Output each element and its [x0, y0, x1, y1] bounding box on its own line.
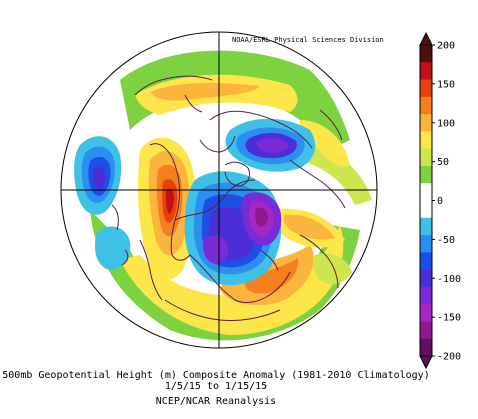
coastlines: [111, 75, 346, 321]
colorbar-swatch: [420, 62, 432, 81]
colorbar: 200 150 100 50 0 -50 -100 -150 -200: [419, 31, 461, 370]
colorbar-swatch: [420, 269, 432, 288]
colorbar-tick-label: 0: [437, 196, 443, 207]
colorbar-swatch: [420, 338, 432, 357]
colorbar-swatch: [420, 79, 432, 98]
colorbar-tick-label: -150: [437, 313, 461, 324]
colorbar-tick-label: 150: [437, 79, 455, 90]
colorbar-swatch: [420, 235, 432, 253]
credit-text: NOAA/ESRL Physical Sciences Division: [232, 36, 384, 44]
colorbar-swatch: [420, 200, 432, 219]
caption-line-1: 500mb Geopotential Height (m) Composite …: [2, 370, 429, 381]
graticule: [61, 32, 377, 348]
colorbar-tick-label: -100: [437, 274, 461, 285]
anomaly-field: [74, 50, 372, 341]
colorbar-tick-label: 50: [437, 157, 449, 168]
colorbar-bottom-arrow: [419, 355, 433, 370]
colorbar-swatch: [420, 252, 432, 271]
polar-map-disc: [61, 32, 377, 348]
colorbar-swatch: [420, 165, 432, 184]
colorbar-swatch: [420, 148, 432, 167]
colorbar-tick-label: 100: [437, 118, 455, 129]
colorbar-swatch: [420, 114, 432, 132]
colorbar-tick-label: -200: [437, 352, 461, 363]
colorbar-tick-label: 200: [437, 41, 455, 52]
colorbar-swatch: [420, 45, 432, 63]
colorbar-swatch: [420, 131, 432, 150]
colorbar-swatch: [420, 304, 432, 322]
colorbar-tick-label: -50: [437, 235, 455, 246]
colorbar-swatch: [420, 96, 432, 115]
map-boundary: [60, 31, 378, 349]
colorbar-swatch: [420, 321, 432, 340]
caption-line-3: NCEP/NCAR Reanalysis: [156, 396, 276, 407]
colorbar-top-arrow: [419, 31, 433, 46]
colorbar-swatch: [420, 217, 432, 236]
colorbar-swatch: [420, 286, 432, 305]
colorbar-swatch: [420, 183, 432, 201]
caption-line-2: 1/5/15 to 1/15/15: [165, 381, 267, 392]
